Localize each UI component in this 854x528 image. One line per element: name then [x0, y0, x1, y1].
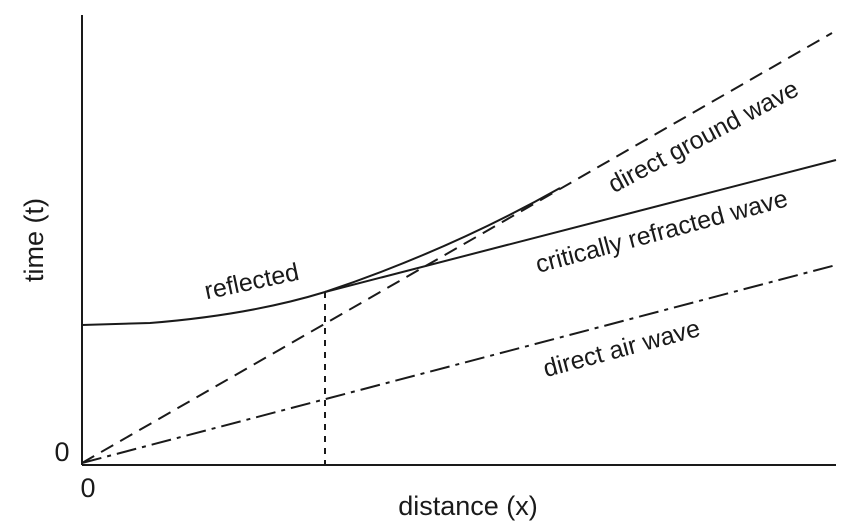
- air-wave-label: direct air wave: [540, 314, 703, 383]
- refracted-wave-label: critically refracted wave: [533, 185, 791, 279]
- reflected-curve: [81, 187, 561, 326]
- x-origin-label: 0: [80, 473, 95, 503]
- direct-ground-wave-line: [81, 32, 833, 464]
- ground-wave-label: direct ground wave: [604, 75, 804, 199]
- direct-air-wave-line: [81, 264, 837, 464]
- y-axis-label: time (t): [19, 198, 49, 282]
- y-origin-label: 0: [54, 437, 69, 467]
- critically-refracted-line: [324, 159, 837, 293]
- reflected-label: reflected: [202, 258, 302, 305]
- x-axis-label: distance (x): [398, 491, 538, 521]
